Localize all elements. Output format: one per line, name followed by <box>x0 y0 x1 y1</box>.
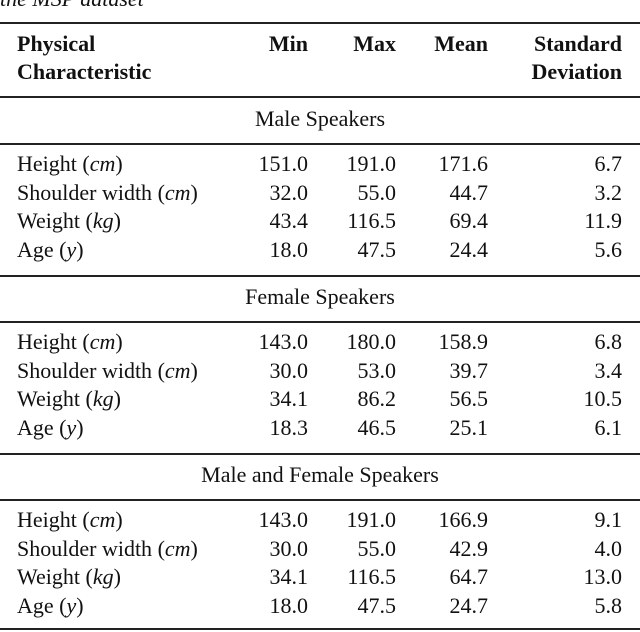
header-rule <box>0 96 640 98</box>
section-title-female: Female Speakers <box>245 284 395 309</box>
section-rule <box>0 275 640 277</box>
table-row: Age (y) 18.0 47.5 24.7 5.8 <box>17 593 622 618</box>
section-rule <box>0 143 640 145</box>
table-row: Shoulder width (cm) 30.0 53.0 39.7 3.4 <box>17 358 622 383</box>
table-row: Height (cm) 143.0 191.0 166.9 9.1 <box>17 507 622 532</box>
table-row: Weight (kg) 34.1 116.5 64.7 13.0 <box>17 564 622 589</box>
header-max: Max <box>353 31 396 56</box>
section-rule <box>0 321 640 323</box>
table-row: Height (cm) 143.0 180.0 158.9 6.8 <box>17 329 622 354</box>
header-min: Min <box>268 31 308 56</box>
header-col1-line1: Physical <box>17 31 96 56</box>
top-rule <box>0 22 640 24</box>
header-sd-line1: Standard <box>533 31 622 56</box>
table-row: Height (cm) 151.0 191.0 171.6 6.7 <box>17 151 622 176</box>
section-title-male: Male Speakers <box>254 106 386 131</box>
header-standard-deviation: Standard Deviation <box>492 30 622 86</box>
section-title-all: Male and Female Speakers <box>201 462 439 487</box>
table-row: Age (y) 18.3 46.5 25.1 6.1 <box>17 415 622 440</box>
table-row: Age (y) 18.0 47.5 24.4 5.6 <box>17 237 622 262</box>
table-row: Weight (kg) 34.1 86.2 56.5 10.5 <box>17 386 622 411</box>
section-rule <box>0 499 640 501</box>
bottom-rule <box>0 628 640 630</box>
table-row: Shoulder width (cm) 32.0 55.0 44.7 3.2 <box>17 180 622 205</box>
table-row: Shoulder width (cm) 30.0 55.0 42.9 4.0 <box>17 536 622 561</box>
header-col1-line2: Characteristic <box>17 59 152 84</box>
header-sd-line2: Deviation <box>531 59 622 84</box>
table-caption: the MSP dataset <box>0 0 144 12</box>
table-row: Weight (kg) 43.4 116.5 69.4 11.9 <box>17 208 622 233</box>
header-physical-characteristic: Physical Characteristic <box>17 30 151 86</box>
header-mean: Mean <box>434 31 488 56</box>
section-rule <box>0 453 640 455</box>
